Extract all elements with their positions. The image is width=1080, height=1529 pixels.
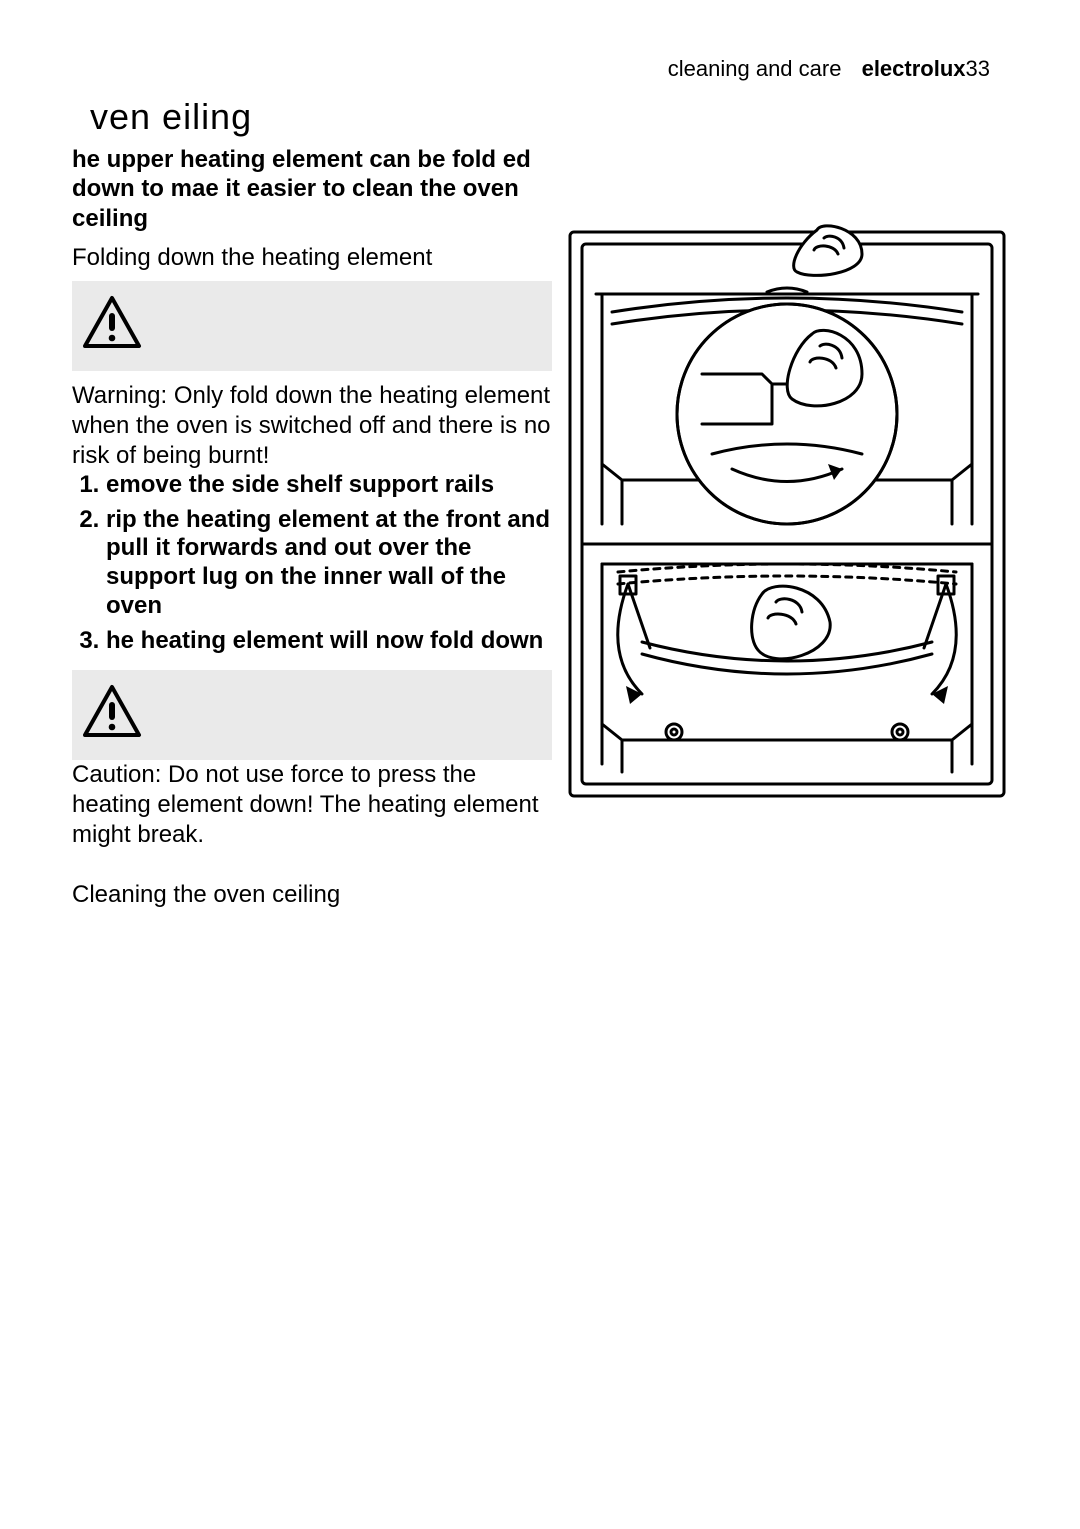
- instruction-figure: [562, 224, 1012, 809]
- intro-bold-paragraph: he upper heating element can be fold ed …: [72, 145, 552, 233]
- header-brand: electrolux33: [862, 56, 990, 81]
- header-section-label: cleaning and care: [668, 56, 842, 81]
- page-number: 33: [966, 56, 990, 81]
- warning-icon: [82, 295, 542, 349]
- caution-band: [72, 670, 552, 760]
- page-header: cleaning and care electrolux33: [668, 56, 990, 82]
- warning-icon: [82, 684, 542, 738]
- warning-band-1: [72, 281, 552, 371]
- caution-block: Caution: Do not use force to press the h…: [72, 670, 552, 850]
- page-title: ven eiling: [90, 96, 252, 138]
- steps-list: emove the side shelf support rails rip t…: [72, 471, 552, 656]
- step-item: he heating element will now fold down: [106, 627, 552, 656]
- warning-text-1: Warning: Only fold down the heating elem…: [72, 381, 552, 471]
- subheading: Folding down the heating element: [72, 243, 552, 273]
- step-item: emove the side shelf support rails: [106, 471, 552, 500]
- left-column: he upper heating element can be fold ed …: [72, 145, 552, 910]
- closing-subheading: Cleaning the oven ceiling: [72, 880, 552, 910]
- step-item: rip the heating element at the front and…: [106, 506, 552, 621]
- oven-illustration: [562, 224, 1012, 804]
- caution-text: Caution: Do not use force to press the h…: [72, 760, 552, 850]
- manual-page: cleaning and care electrolux33 ven eilin…: [0, 0, 1080, 1529]
- brand-text: electrolux: [862, 56, 966, 81]
